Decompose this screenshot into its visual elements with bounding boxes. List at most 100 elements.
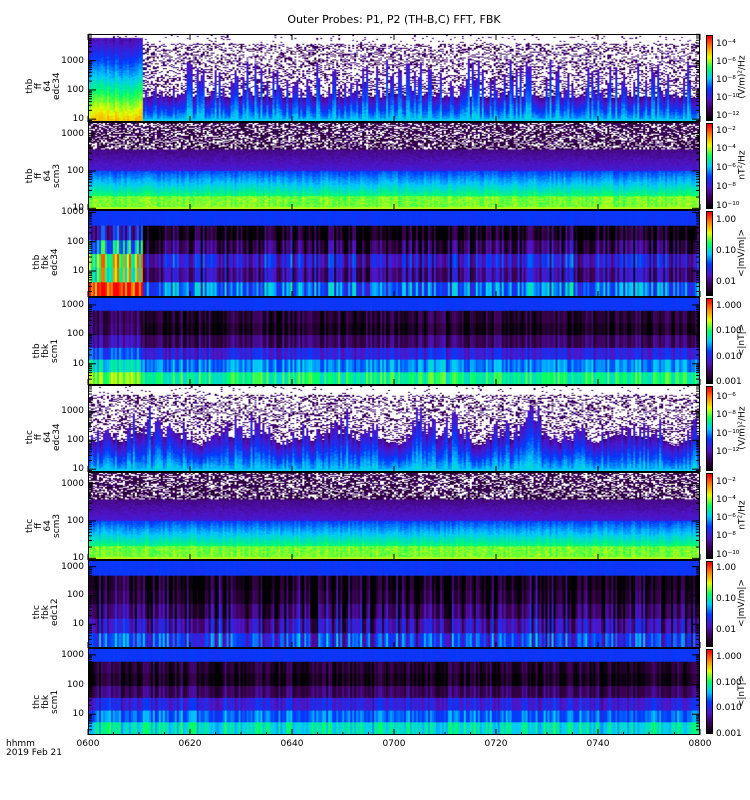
xtick-label: 0700 — [382, 739, 406, 749]
ytick-label: 1000 — [61, 649, 84, 660]
colorbar-tick-label: 10⁻⁸ — [716, 182, 736, 193]
colorbar-tick-label: 10⁻⁸ — [716, 410, 736, 421]
ytick-label: 10 — [72, 464, 84, 475]
ytick-label: 1000 — [61, 55, 84, 66]
spectrogram-heatmap — [89, 386, 699, 471]
colorbar-tick-label: 10⁻¹⁰ — [716, 549, 740, 560]
date-label: 2019 Feb 21 — [6, 748, 63, 758]
xtick-label: 0640 — [280, 739, 304, 749]
spectrogram-panel-thc-ff_e — [88, 385, 700, 472]
xtick-label: 0620 — [178, 739, 202, 749]
panel-ylabel: thc ff 64 edc34 — [25, 422, 62, 451]
panel-ylabel: thc fbk edc12 — [32, 598, 60, 626]
colorbar — [706, 35, 713, 121]
colorbar-unit-label: nT²/Hz — [737, 500, 748, 530]
xtick-label: 0600 — [76, 739, 100, 749]
ytick-label: 100 — [66, 329, 84, 340]
ytick-label: 10 — [72, 203, 84, 214]
spectrogram-heatmap — [89, 561, 699, 647]
colorbar-tick-label: 1.00 — [716, 214, 737, 225]
ytick-label: 10 — [72, 619, 84, 630]
spectrogram-panel-thc-ff_b — [88, 472, 700, 560]
ylabel-line: edc12 — [50, 598, 60, 626]
colorbar-unit-label: <|mV/m|> — [736, 579, 747, 627]
spectrogram-heatmap — [89, 649, 699, 734]
colorbar-tick-label: 10⁻¹² — [716, 110, 740, 121]
colorbar-unit-label: <|nT|> — [737, 323, 748, 357]
colorbar-tick-label: 0.01 — [716, 276, 737, 287]
colorbar-tick-label: 1.00 — [716, 563, 737, 574]
colorbar-tick-label: 0.10 — [716, 245, 737, 256]
ylabel-line: scm1 — [50, 689, 60, 714]
colorbar-gradient — [707, 650, 712, 733]
ytick-label: 10 — [72, 553, 84, 564]
spectrogram-heatmap — [89, 211, 699, 296]
colorbar-tick-label: 10⁻⁶ — [716, 56, 736, 67]
panel-ylabel: thc ff 64 scm3 — [25, 514, 62, 538]
ytick-label: 10 — [72, 266, 84, 276]
colorbar-unit-label: nT²/Hz — [737, 150, 748, 180]
ylabel-line: edc34 — [50, 247, 60, 276]
colorbar-gradient — [707, 562, 712, 646]
colorbar-tick-label: 10⁻⁸ — [716, 74, 736, 85]
ytick-label: 10 — [72, 709, 84, 720]
colorbar — [706, 123, 713, 209]
ytick-label: 100 — [66, 590, 84, 601]
colorbar-gradient — [707, 36, 712, 120]
xtick-label: 0740 — [586, 739, 610, 749]
colorbar — [706, 561, 713, 647]
colorbar-gradient — [707, 124, 712, 208]
colorbar-unit-label: (V/m)²/Hz — [737, 55, 748, 99]
panel-ylabel: thb fbk scm1 — [32, 338, 60, 363]
colorbar-tick-label: 10⁻⁴ — [716, 38, 736, 49]
spectrogram-panel-thb-fbk_e — [88, 210, 700, 297]
spectrogram-panel-thc-fbk_e — [88, 560, 700, 648]
colorbar — [706, 649, 713, 734]
ytick-label: 1000 — [61, 406, 84, 417]
xtick-label: 0720 — [484, 739, 508, 749]
colorbar-tick-label: 0.010 — [716, 351, 742, 362]
ytick-label: 1000 — [61, 207, 84, 218]
ytick-label: 100 — [66, 165, 84, 176]
colorbar — [706, 473, 713, 559]
spectrogram-heatmap — [89, 123, 699, 209]
colorbar-tick-label: 10⁻² — [716, 125, 736, 136]
ylabel-line: edc34 — [52, 422, 62, 451]
colorbar-tick-label: 10⁻² — [716, 476, 736, 487]
time-format-label: hhmm — [6, 739, 35, 749]
colorbar-gradient — [707, 474, 712, 558]
colorbar-tick-label: 0.010 — [716, 703, 742, 714]
colorbar-tick-label: 10⁻⁶ — [716, 163, 736, 174]
colorbar-tick-label: 10⁻¹⁰ — [716, 428, 740, 439]
colorbar-tick-label: 0.001 — [716, 376, 742, 387]
ytick-label: 100 — [66, 435, 84, 446]
colorbar-unit-label: (V/m)²/Hz — [737, 405, 748, 450]
panel-ylabel: thb ff 64 edc34 — [25, 72, 62, 100]
spectrogram-heatmap — [89, 298, 699, 384]
colorbar-tick-label: 0.001 — [716, 728, 742, 739]
xtick-label: 0800 — [688, 739, 712, 749]
colorbar-tick-label: 0.01 — [716, 624, 737, 635]
colorbar-tick-label: 10⁻¹² — [716, 446, 740, 457]
spectrogram-heatmap — [89, 473, 699, 559]
ytick-label: 10 — [72, 358, 84, 369]
colorbar-gradient — [707, 387, 712, 470]
ytick-label: 1000 — [61, 561, 84, 572]
colorbar-tick-label: 0.100 — [716, 677, 742, 688]
panel-ylabel: thb fbk edc34 — [32, 247, 60, 276]
ytick-label: 100 — [66, 84, 84, 95]
colorbar-tick-label: 10⁻⁸ — [716, 531, 736, 542]
ylabel-line: scm1 — [50, 338, 60, 363]
colorbar-tick-label: 1.000 — [716, 300, 742, 311]
spectrogram-panel-thb-ff_b — [88, 122, 700, 210]
spectrogram-heatmap — [89, 35, 699, 121]
colorbar-tick-label: 10⁻⁴ — [716, 144, 736, 155]
ytick-label: 1000 — [61, 299, 84, 310]
spectrogram-panel-thb-ff_e — [88, 34, 700, 122]
ytick-label: 100 — [66, 679, 84, 690]
colorbar-gradient — [707, 212, 712, 295]
colorbar-tick-label: 10⁻¹⁰ — [716, 201, 740, 212]
colorbar-tick-label: 0.10 — [716, 593, 737, 604]
colorbar-tick-label: 10⁻⁴ — [716, 495, 736, 506]
colorbar-tick-label: 10⁻⁶ — [716, 513, 736, 524]
